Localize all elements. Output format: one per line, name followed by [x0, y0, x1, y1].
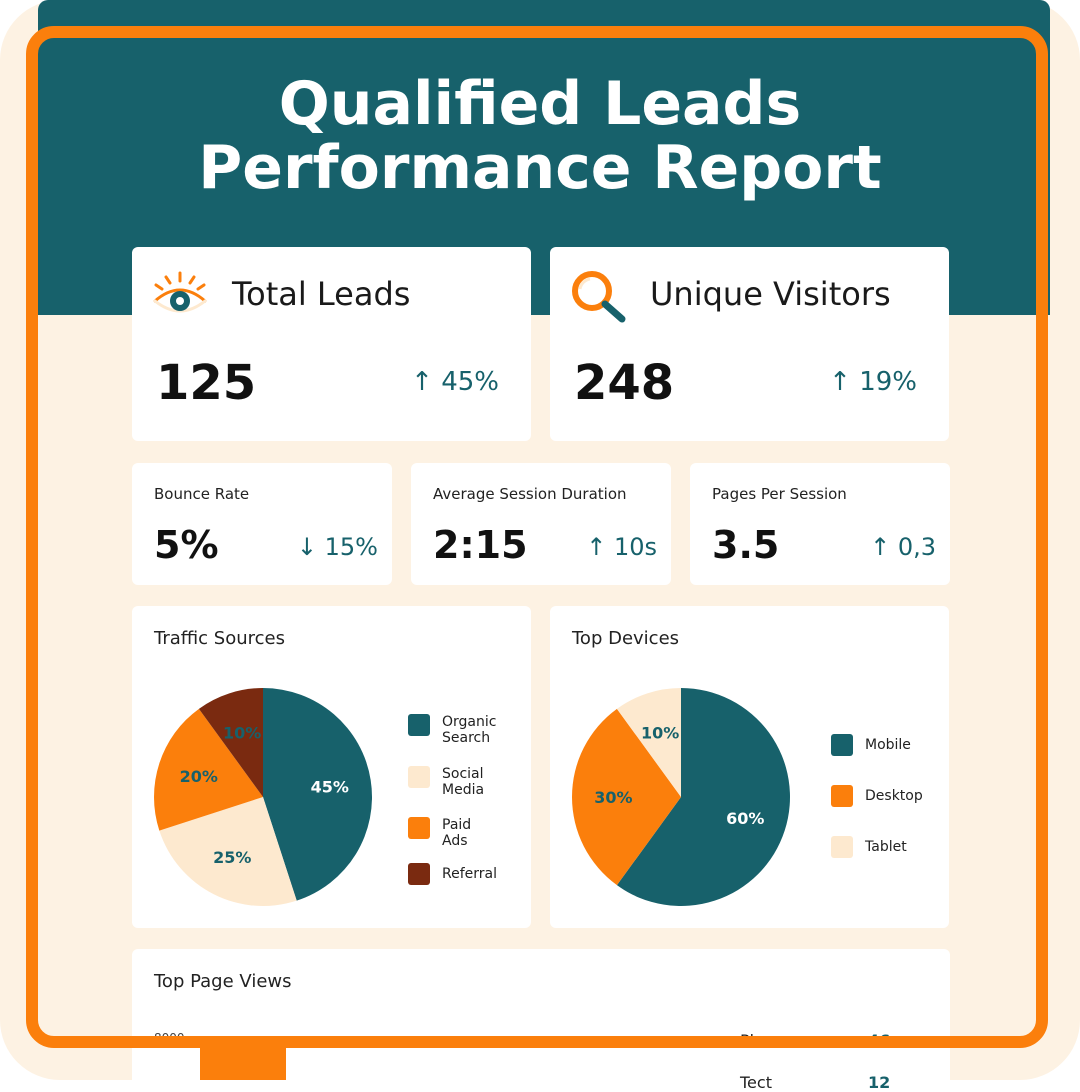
kpi-change: ↓ 15% — [296, 533, 378, 561]
legend-label: Referral — [442, 866, 497, 882]
kpi-value: 248 — [574, 355, 675, 411]
pie-label: 60% — [726, 809, 764, 828]
title-line-1: Qualified Leads — [278, 69, 802, 139]
kpi-card-unique-visitors: Unique Visitors 248 ↑ 19% — [550, 247, 949, 441]
traffic-sources-pie: 45% 25% 20% 10% — [154, 688, 372, 906]
kpi-change: ↑ 0,3 — [870, 533, 936, 561]
kpi-change: ↑ 10s — [586, 533, 657, 561]
legend-swatch — [831, 836, 853, 858]
kpi-value: 125 — [156, 355, 257, 411]
table-label: Tect — [740, 1073, 772, 1092]
kpi-value: 5% — [154, 523, 219, 567]
legend-swatch — [831, 785, 853, 807]
pie-label: 25% — [213, 848, 251, 867]
pie-slice-mobile — [616, 688, 790, 906]
top-devices-pie: 60% 30% 10% — [572, 688, 790, 906]
legend-swatch — [408, 817, 430, 839]
legend-label: Desktop — [865, 788, 923, 804]
chart-title: Top Devices — [572, 628, 680, 649]
pie-slice-paid-ads — [154, 708, 263, 831]
pie-slice-desktop — [572, 708, 681, 886]
title-line-2: Performance Report — [198, 133, 882, 203]
legend-label: Social Media — [442, 766, 485, 798]
eye-icon — [153, 271, 207, 313]
legend-label: Organic Search — [442, 714, 497, 746]
legend-swatch — [408, 766, 430, 788]
page-title: Qualified Leads Performance Report — [0, 72, 1080, 200]
kpi-value: 3.5 — [712, 523, 780, 567]
pie-slice-tablet — [616, 688, 681, 797]
bottom-tab — [200, 1040, 286, 1080]
kpi-change: ↑ 19% — [829, 367, 917, 397]
top-page-views-card: Top Page Views 8000 Phone 46 Tect 12 — [132, 949, 950, 1092]
y-tick-label: 8000 — [154, 1031, 185, 1045]
pie-label: 30% — [594, 788, 632, 807]
table-label: Phone — [740, 1031, 790, 1050]
kpi-card-pages-per-session: Pages Per Session 3.5 ↑ 0,3 — [690, 463, 950, 585]
table-value: 46 — [868, 1031, 891, 1050]
kpi-value: 2:15 — [433, 523, 528, 567]
pie-label: 20% — [180, 767, 218, 786]
legend-swatch — [408, 863, 430, 885]
legend-swatch — [408, 714, 430, 736]
traffic-sources-card: Traffic Sources 45% 25% 20% 10% Organic Sear… — [132, 606, 531, 928]
pie-slice-referral — [198, 688, 263, 797]
pie-label: 10% — [641, 724, 679, 743]
chart-title: Traffic Sources — [154, 628, 286, 649]
kpi-card-session-duration: Average Session Duration 2:15 ↑ 10s — [411, 463, 671, 585]
kpi-title: Total Leads — [232, 275, 411, 313]
top-devices-card: Top Devices 60% 30% 10% Mobile Desktop Table… — [550, 606, 949, 928]
kpi-title: Unique Visitors — [650, 275, 891, 313]
kpi-change: ↑ 45% — [411, 367, 499, 397]
pie-slice-organic-search — [263, 688, 372, 901]
kpi-title: Bounce Rate — [154, 485, 250, 503]
legend-label: Tablet — [865, 839, 907, 855]
pie-slice-social-media — [159, 797, 297, 906]
table-value: 12 — [868, 1073, 891, 1092]
kpi-card-bounce-rate: Bounce Rate 5% ↓ 15% — [132, 463, 392, 585]
kpi-title: Average Session Duration — [433, 485, 627, 503]
kpi-title: Pages Per Session — [712, 485, 847, 503]
pie-label: 45% — [311, 777, 349, 796]
kpi-card-total-leads: Total Leads 125 ↑ 45% — [132, 247, 531, 441]
pie-label: 10% — [223, 724, 261, 743]
legend-label: Paid Ads — [442, 817, 472, 849]
magnifier-icon — [572, 271, 626, 323]
legend-swatch — [831, 734, 853, 756]
chart-title: Top Page Views — [154, 971, 292, 992]
legend-label: Mobile — [865, 737, 911, 753]
